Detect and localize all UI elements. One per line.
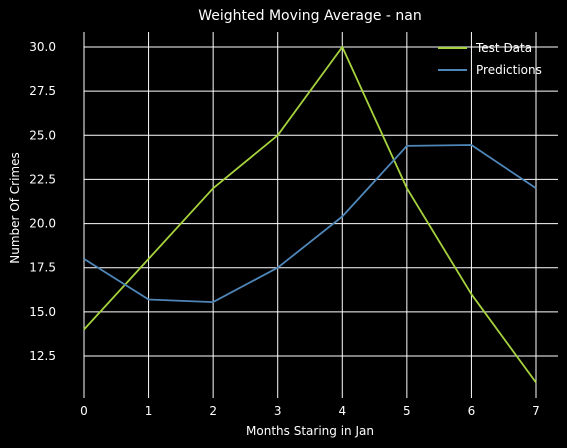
y-tick-label: 12.5 bbox=[29, 349, 56, 363]
legend-label: Test Data bbox=[475, 41, 532, 55]
legend: Test Data Predictions bbox=[438, 41, 542, 77]
y-tick-label: 15.0 bbox=[29, 305, 56, 319]
x-tick-label: 7 bbox=[532, 404, 540, 418]
y-tick-label: 30.0 bbox=[29, 40, 56, 54]
series-line-test-data bbox=[83, 46, 537, 384]
y-tick-label: 20.0 bbox=[29, 217, 56, 231]
legend-label: Predictions bbox=[476, 63, 542, 77]
x-tick-label: 4 bbox=[338, 404, 346, 418]
y-tick-label: 17.5 bbox=[29, 261, 56, 275]
y-tick-label: 22.5 bbox=[29, 172, 56, 186]
y-axis-label: Number Of Crimes bbox=[8, 152, 22, 263]
x-tick-label: 0 bbox=[80, 404, 88, 418]
y-axis-ticks: 12.5 15.0 17.5 20.0 22.5 25.0 27.5 30.0 bbox=[29, 40, 56, 363]
series-lines bbox=[83, 46, 537, 384]
grid bbox=[83, 32, 558, 398]
x-tick-label: 5 bbox=[403, 404, 411, 418]
chart-title: Weighted Moving Average - nan bbox=[198, 8, 422, 24]
series-line-predictions bbox=[83, 144, 537, 304]
x-axis-label: Months Staring in Jan bbox=[246, 424, 374, 438]
x-tick-label: 3 bbox=[274, 404, 282, 418]
x-tick-label: 6 bbox=[468, 404, 476, 418]
x-axis-ticks: 0 1 2 3 4 5 6 7 bbox=[80, 404, 540, 418]
x-tick-label: 1 bbox=[145, 404, 153, 418]
y-tick-label: 25.0 bbox=[29, 128, 56, 142]
x-tick-label: 2 bbox=[209, 404, 217, 418]
y-tick-label: 27.5 bbox=[29, 84, 56, 98]
